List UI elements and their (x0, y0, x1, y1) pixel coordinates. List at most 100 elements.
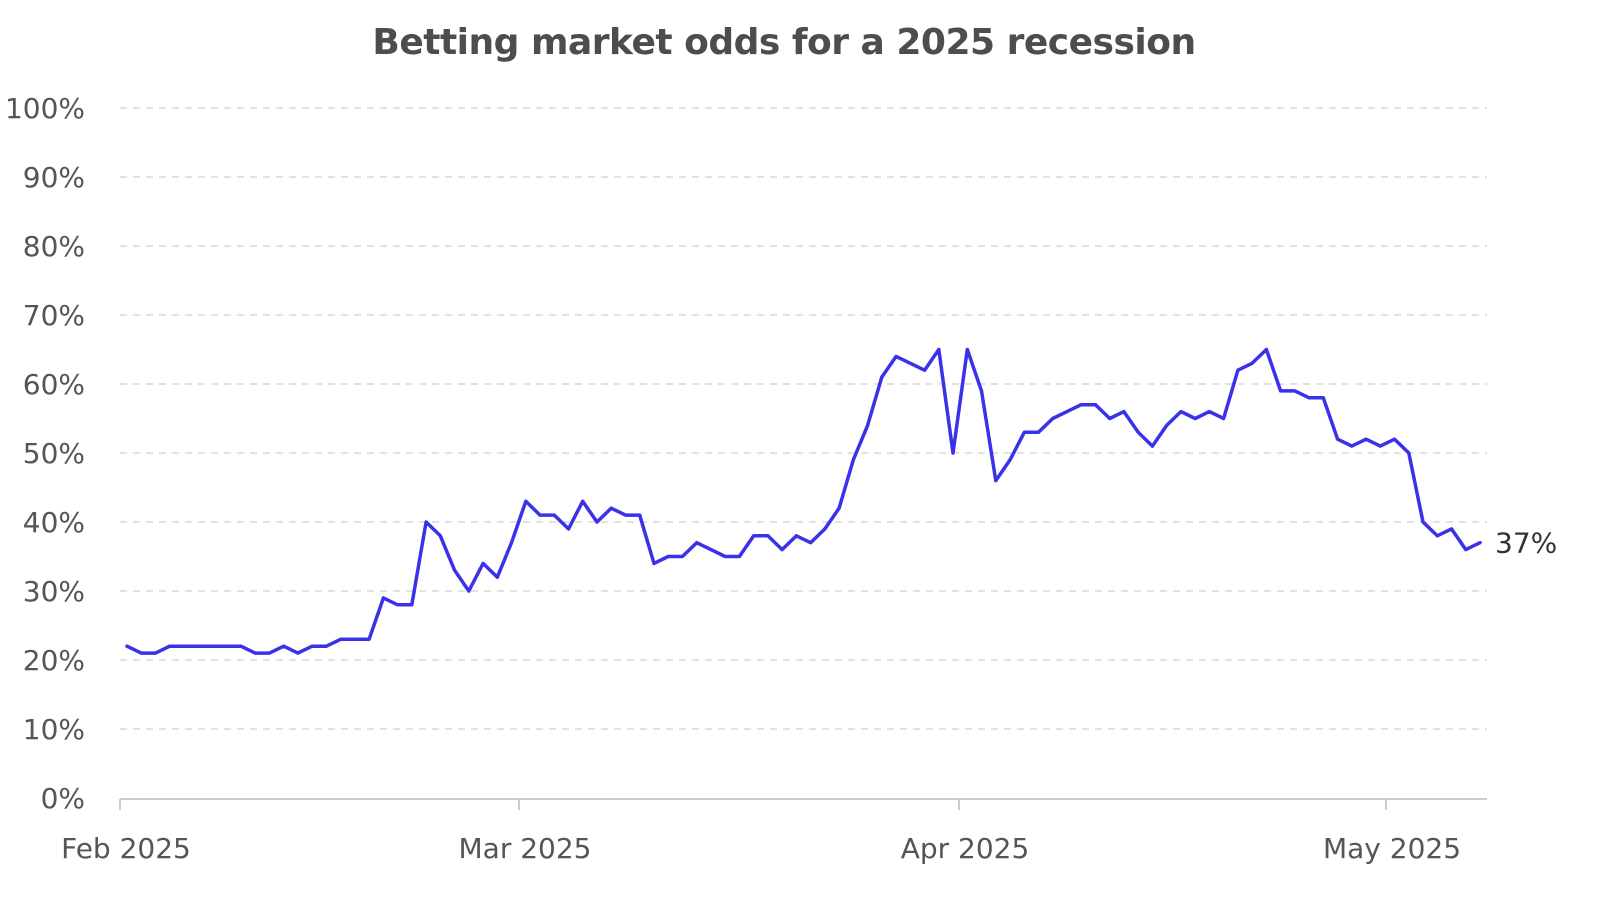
data-point (581, 499, 585, 503)
data-point (424, 520, 428, 524)
y-tick-label: 90% (23, 161, 85, 194)
data-point (1207, 410, 1211, 414)
data-point (1279, 389, 1283, 393)
data-point (866, 423, 870, 427)
data-point (1051, 417, 1055, 420)
data-point (239, 644, 243, 648)
data-point (367, 637, 371, 641)
x-axis-ticks: Feb 2025 Mar 2025 Apr 2025 May 2025 (61, 799, 1461, 865)
data-point (524, 499, 528, 503)
data-point (809, 541, 813, 545)
data-point (1350, 444, 1354, 448)
data-point (965, 348, 969, 351)
data-point (1022, 430, 1026, 434)
data-point (680, 555, 684, 558)
y-tick-label: 40% (23, 506, 85, 539)
data-point (182, 644, 186, 648)
data-point (1250, 361, 1254, 365)
data-point (1378, 444, 1382, 448)
data-point (624, 513, 627, 517)
data-point (310, 644, 314, 648)
data-point (282, 644, 286, 648)
data-point (552, 513, 556, 517)
data-point (1037, 430, 1040, 434)
data-point (695, 541, 699, 545)
x-tick-label: Feb 2025 (61, 832, 191, 865)
data-point (495, 575, 499, 579)
last-value-label: 37% (1495, 527, 1557, 560)
data-point (1450, 527, 1453, 531)
y-tick-label: 10% (23, 713, 85, 746)
data-point (154, 651, 157, 655)
data-point (196, 644, 200, 648)
data-point (1464, 548, 1468, 552)
data-point (1293, 389, 1297, 393)
data-point (253, 651, 257, 655)
gridlines (120, 107, 1487, 730)
data-point (168, 644, 172, 648)
data-point (1321, 396, 1325, 400)
data-point (1165, 423, 1169, 427)
chart-title: Betting market odds for a 2025 recession (372, 22, 1196, 63)
y-tick-label: 50% (23, 437, 85, 470)
y-tick-label: 20% (23, 644, 85, 677)
data-point (1079, 403, 1083, 407)
data-point (1136, 430, 1140, 434)
data-point (267, 651, 271, 655)
data-point (211, 644, 214, 648)
data-point (666, 555, 670, 558)
data-point (994, 479, 998, 483)
y-tick-label: 30% (23, 575, 85, 608)
data-point (324, 644, 328, 648)
data-point (1179, 410, 1183, 414)
y-axis-tick-labels: 0% 10% 20% 30% 40% 50% 60% 70% 80% 90% 100% (5, 92, 85, 815)
data-point (595, 520, 599, 524)
y-tick-label: 100% (5, 92, 85, 125)
data-point (467, 589, 471, 593)
y-tick-label: 80% (23, 230, 85, 263)
data-point (723, 555, 727, 558)
data-point (752, 534, 756, 538)
data-point (438, 534, 442, 538)
data-point (1150, 444, 1154, 448)
data-point (1065, 410, 1069, 414)
data-point (538, 513, 542, 517)
y-tick-label: 0% (41, 782, 85, 815)
data-point (125, 644, 129, 648)
data-point (794, 534, 798, 538)
data-point (339, 637, 343, 641)
data-point (481, 561, 485, 565)
data-point (381, 596, 385, 600)
data-point (880, 375, 884, 379)
data-point (823, 527, 827, 531)
data-point (1478, 541, 1482, 545)
data-point (1122, 410, 1126, 414)
y-tick-label: 60% (23, 368, 85, 401)
data-point (453, 568, 457, 572)
data-point (139, 651, 143, 655)
data-point (296, 651, 300, 655)
data-point (737, 555, 741, 558)
x-tick-label: Mar 2025 (459, 832, 592, 865)
data-point (908, 361, 912, 365)
data-point (510, 541, 513, 545)
data-point (652, 561, 656, 565)
data-point (609, 506, 613, 510)
data-point (780, 548, 784, 552)
data-point (709, 548, 713, 552)
data-point (1393, 437, 1396, 441)
data-point (1307, 396, 1311, 400)
data-point (353, 637, 357, 641)
data-point (937, 348, 941, 351)
data-point (894, 354, 898, 358)
data-point (396, 603, 400, 607)
data-point (1108, 417, 1112, 420)
data-point (1193, 417, 1197, 420)
data-point (1435, 534, 1439, 538)
data-point (410, 603, 414, 607)
data-point (851, 458, 855, 462)
series-layer (125, 347, 1482, 655)
data-point (567, 527, 570, 531)
y-tick-label: 70% (23, 299, 85, 332)
